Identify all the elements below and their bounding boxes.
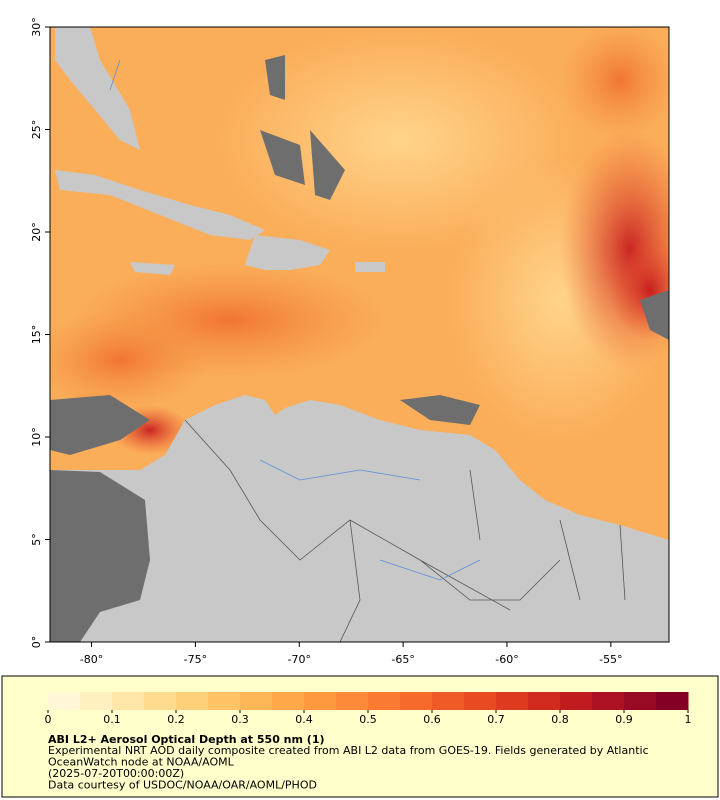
colorbar-step: [560, 692, 593, 710]
y-tick-label: 25°: [30, 120, 43, 140]
colorbar-step: [592, 692, 625, 710]
colorbar-tick-label: 0.8: [551, 713, 569, 726]
x-tick-label: -60°: [495, 653, 518, 666]
caption-line: OceanWatch node at NOAA/AOML: [48, 756, 235, 769]
colorbar-step: [432, 692, 465, 710]
map-image: [50, 27, 669, 642]
y-tick-label: 10°: [30, 427, 43, 447]
colorbar-step: [368, 692, 401, 710]
y-tick-label: 0°: [30, 636, 43, 649]
colorbar-tick-label: 0.1: [103, 713, 121, 726]
caption-line: Experimental NRT AOD daily composite cre…: [48, 744, 649, 757]
colorbar-step: [528, 692, 561, 710]
colorbar-step: [208, 692, 241, 710]
colorbar-step: [48, 692, 81, 710]
colorbar-tick-label: 0.7: [487, 713, 505, 726]
colorbar-tick-label: 0.3: [231, 713, 249, 726]
colorbar-step: [496, 692, 529, 710]
colorbar-tick-label: 0: [45, 713, 52, 726]
colorbar-tick-label: 0.6: [423, 713, 441, 726]
colorbar-step: [176, 692, 209, 710]
colorbar-tick-label: 0.5: [359, 713, 377, 726]
colorbar-step: [112, 692, 145, 710]
x-tick-label: -55°: [599, 653, 622, 666]
colorbar-step: [80, 692, 113, 710]
y-tick-label: 20°: [30, 222, 43, 242]
colorbar-step: [656, 692, 689, 710]
x-tick-label: -70°: [288, 653, 311, 666]
colorbar-step: [336, 692, 369, 710]
colorbar-tick-label: 0.9: [615, 713, 633, 726]
colorbar-step: [304, 692, 337, 710]
x-tick-label: -65°: [391, 653, 414, 666]
caption-line: Data courtesy of USDOC/NOAA/OAR/AOML/PHO…: [48, 779, 317, 792]
colorbar-tick-label: 0.2: [167, 713, 185, 726]
caption-title: ABI L2+ Aerosol Optical Depth at 550 nm …: [48, 733, 325, 746]
y-tick-label: 30°: [30, 17, 43, 37]
y-tick-label: 5°: [30, 533, 43, 546]
colorbar-step: [240, 692, 273, 710]
colorbar-step: [272, 692, 305, 710]
caption-line: (2025-07-20T00:00:00Z): [48, 767, 184, 780]
colorbar-step: [464, 692, 497, 710]
colorbar-tick-label: 0.4: [295, 713, 313, 726]
colorbar-step: [144, 692, 177, 710]
colorbar-step: [624, 692, 657, 710]
x-tick-label: -75°: [184, 653, 207, 666]
y-tick-label: 15°: [30, 325, 43, 345]
colorbar-step: [400, 692, 433, 710]
x-tick-label: -80°: [80, 653, 103, 666]
colorbar-tick-label: 1: [685, 713, 692, 726]
